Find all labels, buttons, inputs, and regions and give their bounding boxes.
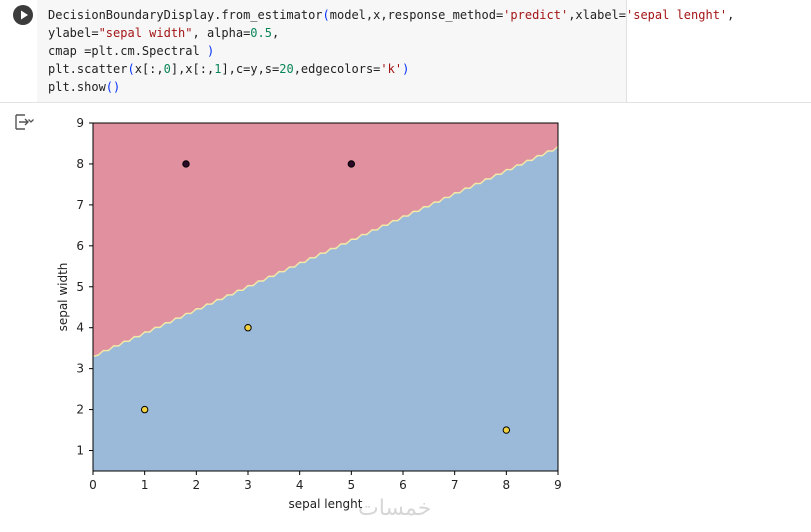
x-axis-label: sepal lenght: [288, 497, 362, 511]
play-icon: [21, 10, 28, 20]
y-tick-label: 9: [76, 116, 84, 130]
watermark: خمسات: [358, 496, 432, 521]
x-tick-label: 5: [348, 478, 356, 492]
output-area: 0 1 2 3 4 5 6 7 8 9 1 2 3 4 5 6 7 8 9 sepal lenght sepal …: [0, 103, 811, 532]
y-tick-label: 3: [76, 362, 84, 376]
x-tick-label: 1: [141, 478, 149, 492]
code-line: ylabel="sepal width", alpha=0.5,: [48, 26, 280, 40]
code-line: DecisionBoundaryDisplay.from_estimator(m…: [48, 8, 735, 22]
x-tick-label: 7: [451, 478, 459, 492]
scatter-point: [502, 426, 511, 434]
x-tick-label: 9: [554, 478, 562, 492]
scatter-point: [140, 405, 149, 414]
region-class-0: [93, 123, 558, 357]
x-tick-label: 4: [296, 478, 304, 492]
run-cell-button[interactable]: [13, 5, 33, 25]
region-class-1: [93, 147, 558, 471]
y-tick-label: 4: [76, 321, 84, 335]
x-tick-label: 6: [399, 478, 407, 492]
scatter-point: [347, 160, 356, 168]
code-line: plt.scatter(x[:,0],x[:,1],c=y,s=20,edgec…: [48, 62, 410, 76]
code-line: cmap =plt.cm.Spectral ): [48, 44, 215, 58]
decision-boundary-line: [93, 145, 558, 358]
x-tick-label: 8: [503, 478, 511, 492]
y-tick-label: 7: [76, 198, 84, 212]
code-editor[interactable]: [37, 0, 627, 102]
x-tick-label: 0: [89, 478, 97, 492]
axes-frame: [92, 122, 559, 472]
decision-boundary-plot: 0 1 2 3 4 5 6 7 8 9 1 2 3 4 5 6 7 8 9 sepal lenght sepal …: [56, 116, 562, 511]
scatter-point: [244, 324, 252, 332]
output-actions-icon[interactable]: [14, 113, 34, 131]
x-tick-label: 3: [244, 478, 252, 492]
y-tick-label: 8: [76, 157, 84, 171]
y-tick-label: 6: [76, 239, 84, 253]
x-tick-label: 2: [193, 478, 201, 492]
y-axis-label: sepal width: [56, 263, 70, 332]
code-text[interactable]: DecisionBoundaryDisplay.from_estimator(m…: [48, 6, 734, 96]
y-tick-label: 2: [76, 403, 84, 417]
y-tick-label: 1: [76, 444, 84, 458]
code-cell: DecisionBoundaryDisplay.from_estimator(m…: [0, 0, 811, 103]
scatter-point: [182, 160, 190, 168]
y-tick-label: 5: [76, 280, 84, 294]
code-line: plt.show(): [48, 80, 121, 94]
